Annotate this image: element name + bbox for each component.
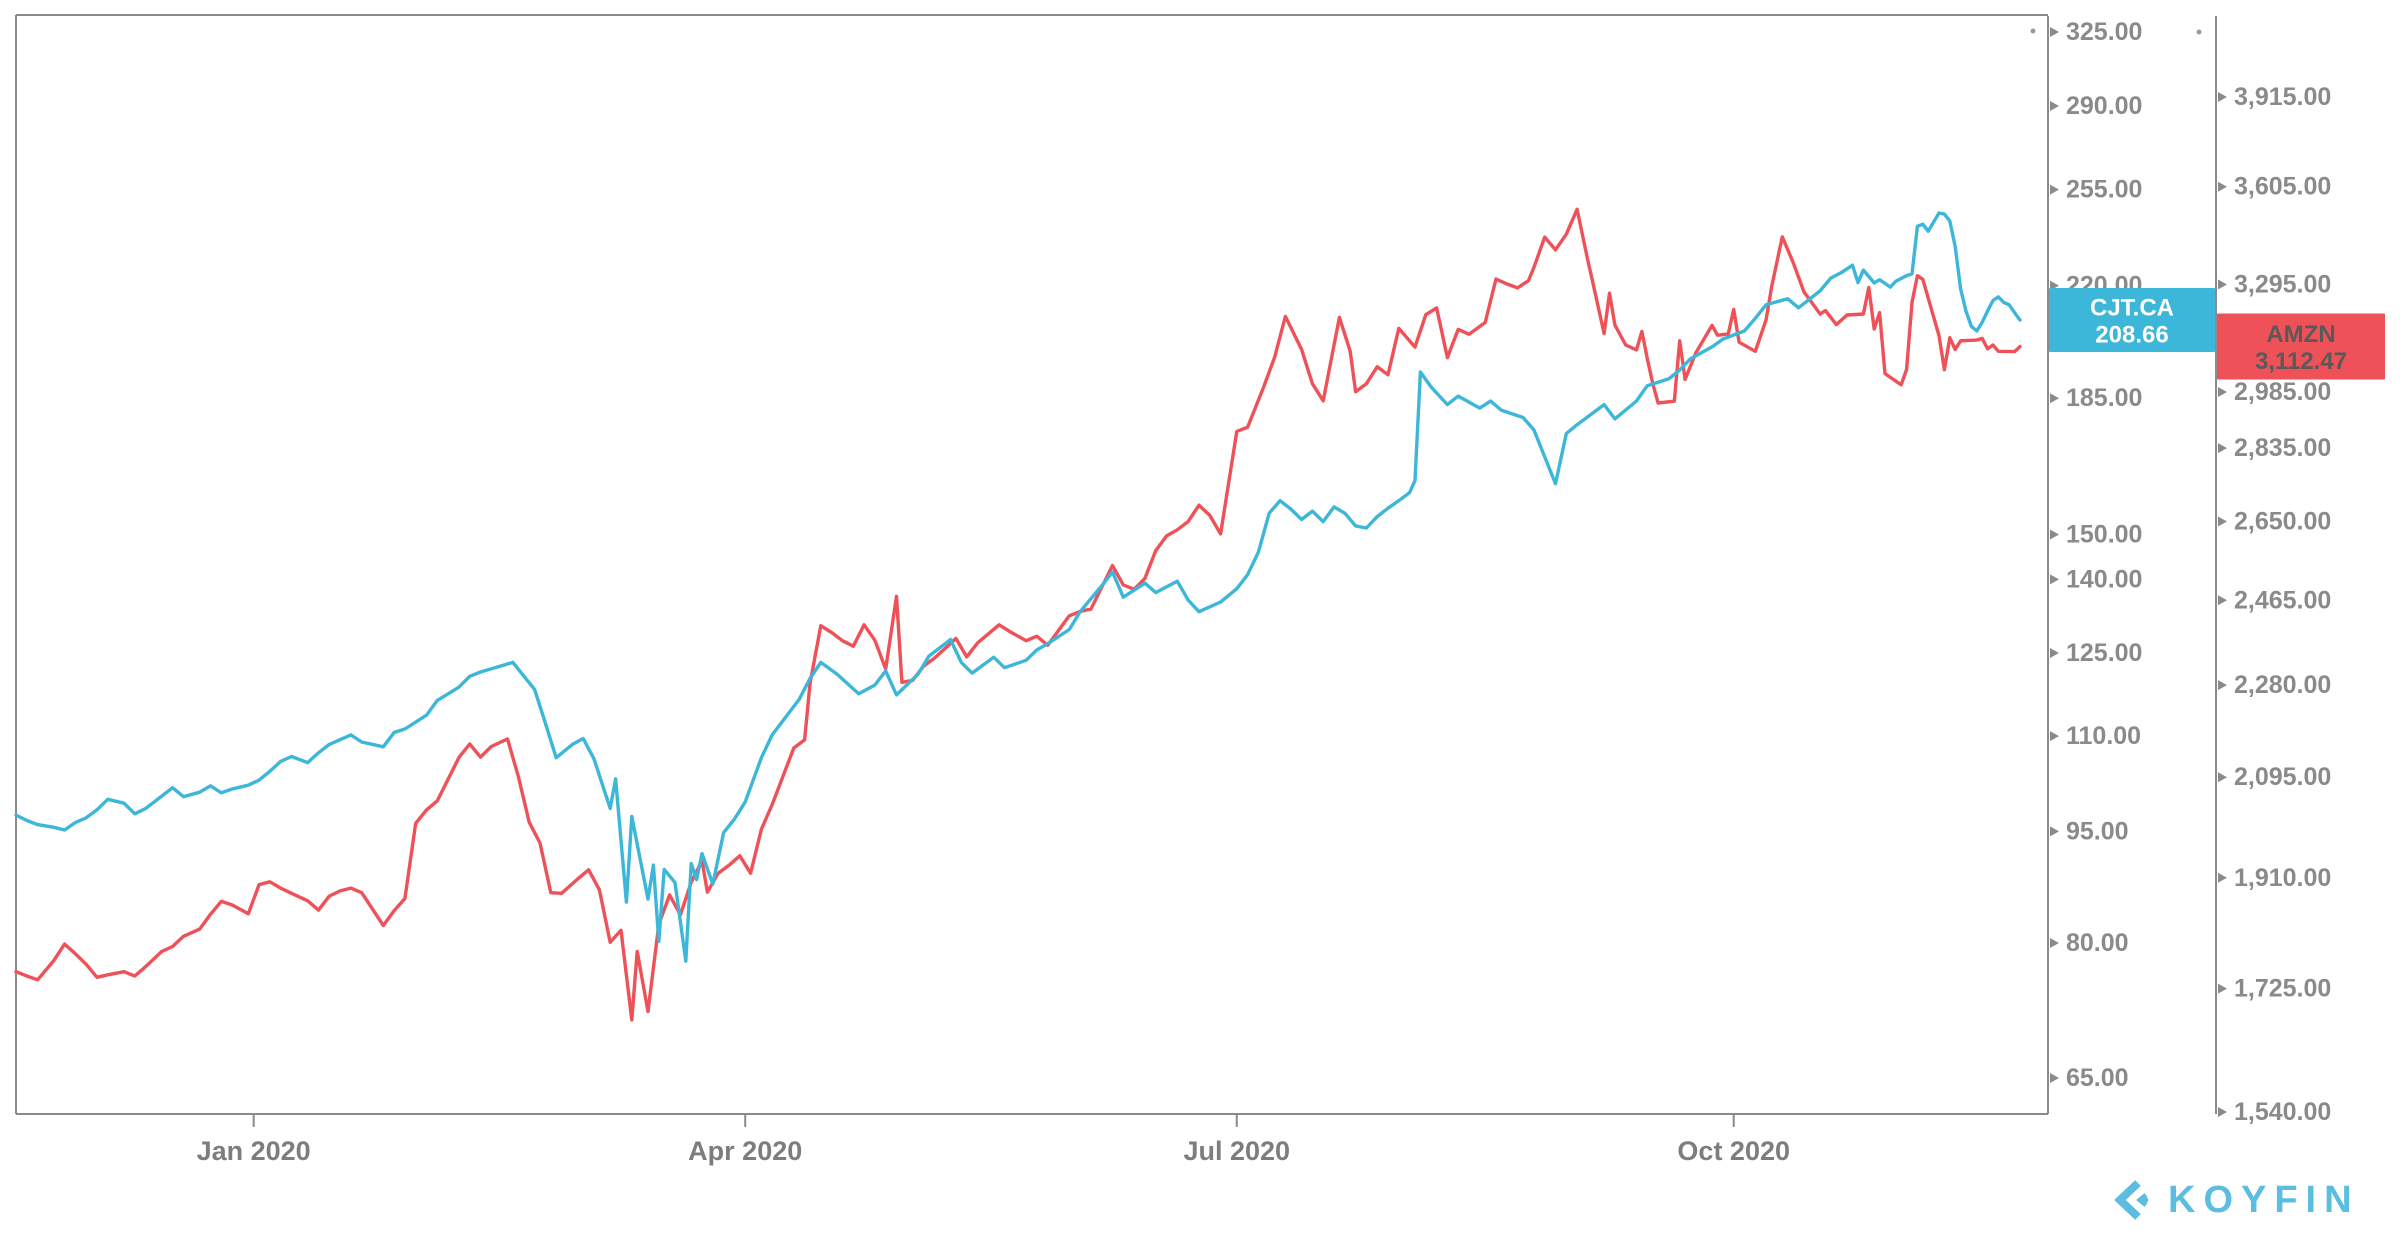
koyfin-logo-text: KOYFIN bbox=[2168, 1178, 2360, 1221]
y-tick-label: 1,725.00 bbox=[2234, 975, 2331, 1003]
y-tick-label: 2,650.00 bbox=[2234, 508, 2331, 536]
tick-arrow-icon bbox=[2218, 279, 2227, 290]
price-badge-value: 3,112.47 bbox=[2255, 348, 2347, 375]
y-tick-label: 110.00 bbox=[2066, 722, 2141, 750]
x-tick-label: Apr 2020 bbox=[688, 1136, 802, 1166]
tick-arrow-icon bbox=[2218, 181, 2227, 192]
series-path[interactable] bbox=[14, 211, 2022, 963]
x-tick-label: Jan 2020 bbox=[197, 1136, 311, 1166]
y-tick-label: 2,835.00 bbox=[2234, 434, 2331, 462]
y-tick-label: 80.00 bbox=[2066, 929, 2129, 957]
axis-top-dot bbox=[2030, 28, 2036, 34]
y-tick-label: 3,605.00 bbox=[2234, 173, 2331, 201]
amzn-series-line[interactable] bbox=[14, 207, 2022, 1022]
y-tick-label: 65.00 bbox=[2066, 1064, 2129, 1092]
price-badge-ticker: CJT.CA bbox=[2090, 294, 2174, 321]
y-tick-label: 95.00 bbox=[2066, 817, 2129, 845]
y-tick-label: 290.00 bbox=[2066, 92, 2142, 120]
tick-arrow-icon bbox=[2050, 27, 2059, 37]
tick-arrow-icon bbox=[2218, 92, 2227, 102]
y-tick-label: 325.00 bbox=[2066, 18, 2142, 46]
y-tick-label: 125.00 bbox=[2066, 639, 2142, 667]
tick-arrow-icon bbox=[2218, 680, 2227, 691]
koyfin-logo: KOYFIN bbox=[2112, 1178, 2360, 1222]
tick-arrow-icon bbox=[2050, 574, 2059, 585]
price-badge-bg bbox=[2049, 287, 2215, 352]
tick-arrow-icon bbox=[2218, 595, 2227, 606]
axis-top-dot bbox=[2196, 29, 2202, 35]
chart-frame bbox=[15, 14, 2048, 1115]
cjt-ca-series-line[interactable] bbox=[14, 211, 2022, 963]
y-tick-label: 255.00 bbox=[2066, 176, 2142, 204]
x-axis: Jan 2020 Apr 2020 Jul 2020 Oct 2020 bbox=[197, 1114, 1790, 1166]
series-path[interactable] bbox=[14, 207, 2022, 1022]
tick-arrow-icon bbox=[2218, 516, 2227, 527]
y-tick-label: 2,095.00 bbox=[2234, 763, 2331, 791]
y-tick-label: 2,465.00 bbox=[2234, 586, 2331, 614]
tick-arrow-icon bbox=[2050, 938, 2059, 949]
y-tick-label: 150.00 bbox=[2066, 521, 2142, 549]
koyfin-logo-icon bbox=[2114, 1180, 2148, 1220]
tick-arrow-icon bbox=[2218, 443, 2227, 454]
y-tick-label: 185.00 bbox=[2066, 384, 2142, 412]
tick-arrow-icon bbox=[2050, 529, 2059, 540]
y-tick-label: 1,540.00 bbox=[2234, 1098, 2331, 1126]
axis-top-dots bbox=[2030, 28, 2202, 35]
tick-arrow-icon bbox=[2050, 393, 2059, 404]
tick-arrow-icon bbox=[2050, 1073, 2059, 1083]
y-tick-label: 3,295.00 bbox=[2234, 271, 2331, 299]
tick-arrow-icon bbox=[2050, 826, 2059, 837]
price-badge-bg bbox=[2217, 313, 2385, 380]
x-tick-label: Oct 2020 bbox=[1677, 1136, 1790, 1166]
y-axis-cjt: 325.00290.00255.00220.00185.00150.00140.… bbox=[2047, 16, 2142, 1114]
y-tick-label: 3,915.00 bbox=[2234, 83, 2331, 111]
y-tick-label: 140.00 bbox=[2066, 565, 2142, 593]
y-tick-label: 2,280.00 bbox=[2234, 671, 2331, 699]
tick-arrow-icon bbox=[2218, 387, 2227, 398]
tick-arrow-icon bbox=[2050, 184, 2059, 195]
tick-arrow-icon bbox=[2218, 872, 2227, 883]
x-tick-label: Jul 2020 bbox=[1183, 1136, 1290, 1166]
tick-arrow-icon bbox=[2218, 772, 2227, 783]
tick-arrow-icon bbox=[2050, 648, 2059, 659]
tick-arrow-icon bbox=[2050, 101, 2059, 112]
tick-arrow-icon bbox=[2218, 1107, 2227, 1117]
tick-arrow-icon bbox=[2050, 731, 2059, 742]
price-badge-ticker: AMZN bbox=[2266, 321, 2335, 348]
y-tick-label: 1,910.00 bbox=[2234, 864, 2331, 892]
price-badge-value: 208.66 bbox=[2095, 321, 2168, 348]
y-tick-label: 2,985.00 bbox=[2234, 378, 2331, 406]
y-axis-amzn: 3,915.00 3,605.00 3,295.00 2,985.00 2,835.00… bbox=[2215, 16, 2331, 1126]
tick-arrow-icon bbox=[2218, 983, 2227, 994]
